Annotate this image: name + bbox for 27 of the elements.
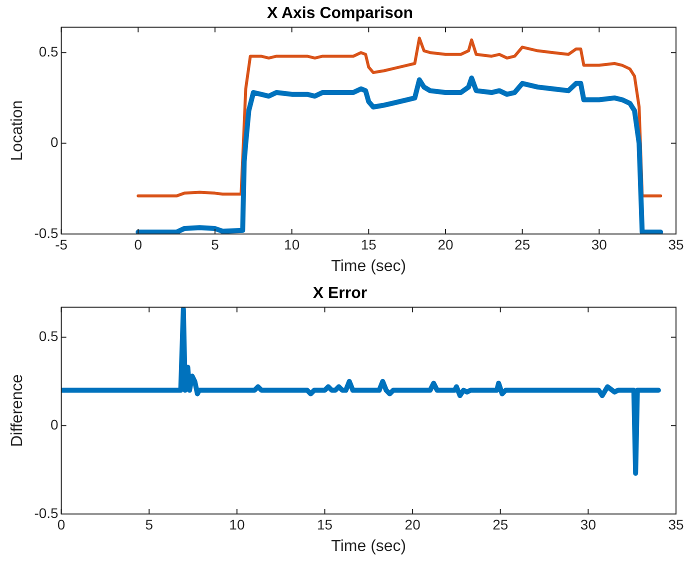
- x-tick-label: 5: [145, 516, 154, 532]
- x-tick-label: 30: [580, 516, 596, 532]
- y-tick-label: -0.5: [34, 224, 59, 241]
- x-tick-label: 15: [360, 236, 377, 252]
- x-tick-label: 5: [211, 236, 220, 252]
- chart-title: X Axis Comparison: [266, 5, 414, 22]
- x-tick-label: 10: [284, 236, 300, 252]
- x-axis-title: Time (sec): [331, 258, 406, 275]
- x-tick-label: 25: [492, 516, 508, 532]
- y-tick-label: 0: [50, 134, 59, 150]
- x-tick-label: 10: [229, 516, 245, 532]
- x-tick-label: 35: [668, 236, 684, 252]
- y-axis-title: Location: [9, 100, 26, 161]
- chart-title: X Error: [312, 285, 368, 302]
- y-axis-title: Difference: [9, 374, 26, 447]
- x-tick-label: 20: [404, 516, 421, 532]
- y-tick-label: 0.5: [38, 328, 59, 344]
- x-tick-label: 0: [134, 236, 142, 252]
- y-tick-label: -0.5: [34, 504, 59, 521]
- x-tick-label: 35: [668, 516, 684, 532]
- x-tick-label: 25: [514, 236, 530, 252]
- x-axis-title: Time (sec): [331, 538, 406, 555]
- y-tick-label: 0.5: [38, 43, 59, 60]
- x-tick-label: 30: [591, 236, 608, 252]
- x-tick-label: 15: [316, 516, 333, 532]
- x-tick-label: 20: [438, 236, 454, 252]
- y-tick-label: 0: [50, 416, 59, 432]
